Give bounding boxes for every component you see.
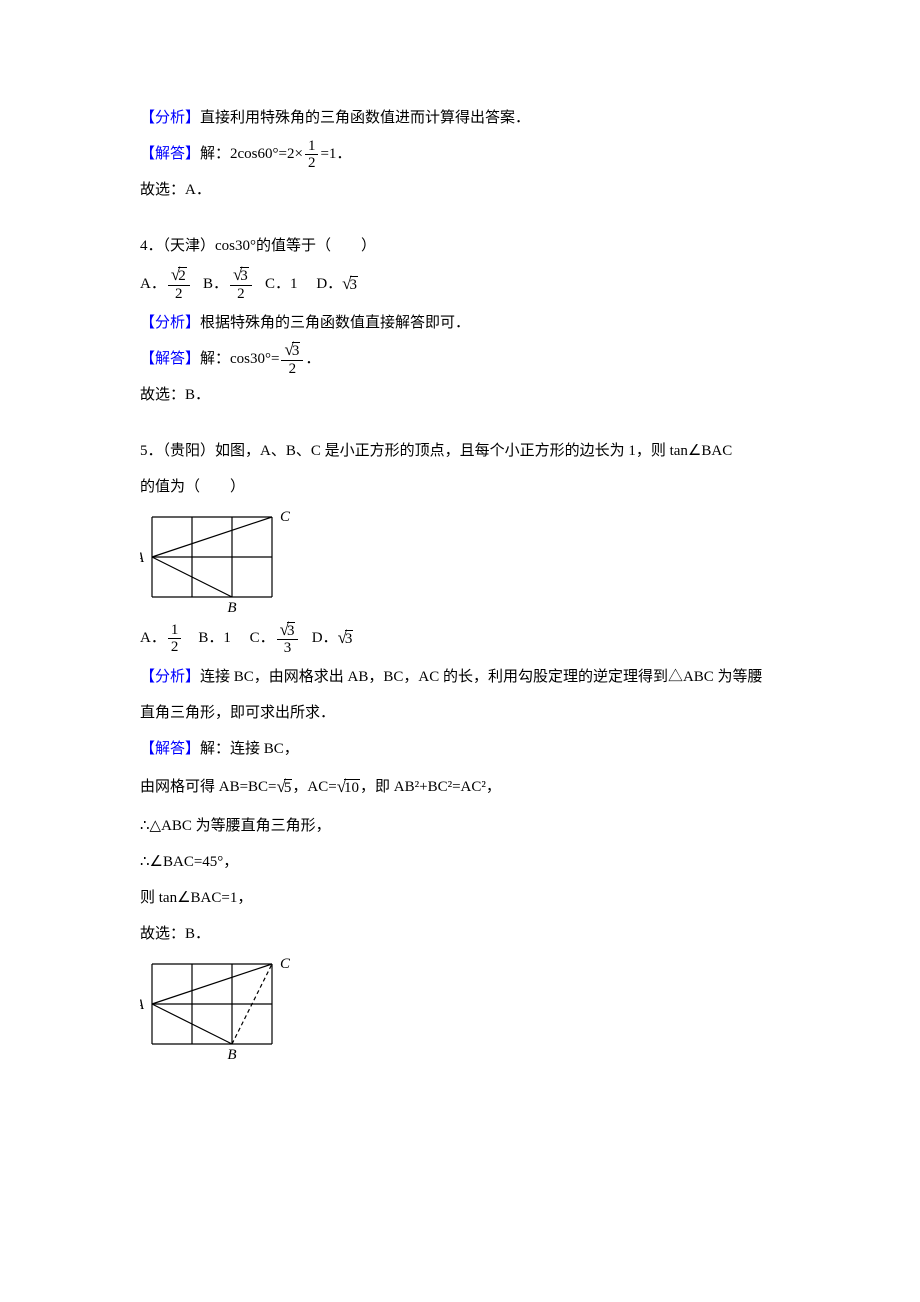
sqrt-icon: √2 (171, 266, 187, 285)
q5-answer-4: ∴∠BAC=45°， (140, 844, 780, 880)
q4-analysis: 【分析】根据特殊角的三角函数值直接解答即可． (140, 305, 780, 341)
sqrt-icon: √3 (338, 618, 354, 659)
svg-text:C: C (280, 956, 290, 972)
q5-conclusion: 故选：B． (140, 916, 780, 952)
option-a-label: A． (140, 630, 166, 646)
page: 【分析】直接利用特殊角的三角函数值进而计算得出答案． 【解答】解：2cos60°… (0, 0, 920, 1302)
answer-label: 【解答】 (140, 146, 200, 162)
fraction: √32 (281, 341, 303, 377)
sqrt-icon: √3 (280, 621, 296, 640)
svg-text:A: A (140, 550, 145, 566)
text: 解：连接 BC， (200, 741, 299, 757)
option-d-label: D． (312, 630, 338, 646)
grid-diagram: A B C (140, 509, 290, 614)
sqrt-icon: √10 (337, 767, 360, 808)
option-b-frac: √32 (230, 266, 252, 302)
q4-stem: 4．（天津）cos30°的值等于（ ） (140, 228, 780, 264)
svg-text:B: B (227, 1047, 236, 1061)
text: ，AC= (292, 779, 336, 795)
q5-figure-1: A B C (140, 509, 780, 614)
analysis-text: 根据特殊角的三角函数值直接解答即可． (200, 315, 470, 331)
q3-conclusion: 故选：A． (140, 172, 780, 208)
option-b-label: B． (203, 276, 228, 292)
q4-answer: 【解答】解：cos30°=√32． (140, 341, 780, 378)
analysis-text: 连接 BC，由网格求出 AB，BC，AC 的长，利用勾股定理的逆定理得到△ABC… (200, 669, 763, 685)
q5-answer-2: 由网格可得 AB=BC=√5，AC=√10，即 AB²+BC²=AC²， (140, 767, 780, 808)
sqrt-icon: √3 (284, 341, 300, 360)
answer-label: 【解答】 (140, 741, 200, 757)
option-c-label: C． (250, 630, 275, 646)
q3-answer: 【解答】解：2cos60°=2×12=1． (140, 136, 780, 172)
q5-answer-1: 【解答】解：连接 BC， (140, 731, 780, 767)
option-c: C．1 (265, 276, 298, 292)
sqrt-icon: √3 (233, 266, 249, 285)
text: 解：cos30°= (200, 351, 279, 367)
option-d-label: D． (316, 276, 342, 292)
q5-options: A．12 B．1 C．√33 D．√3 (140, 618, 780, 659)
q5-answer-3: ∴△ABC 为等腰直角三角形， (140, 808, 780, 844)
text: 由网格可得 AB=BC= (140, 779, 277, 795)
q5-stem-2: 的值为（ ） (140, 469, 780, 505)
q3-analysis: 【分析】直接利用特殊角的三角函数值进而计算得出答案． (140, 100, 780, 136)
text: ，即 AB²+BC²=AC²， (360, 779, 501, 795)
q4-conclusion: 故选：B． (140, 377, 780, 413)
q5-answer-5: 则 tan∠BAC=1， (140, 880, 780, 916)
q5-analysis-1: 【分析】连接 BC，由网格求出 AB，BC，AC 的长，利用勾股定理的逆定理得到… (140, 659, 780, 695)
svg-text:B: B (227, 600, 236, 614)
q4-options: A．√22 B．√32 C．1 D．√3 (140, 264, 780, 305)
sqrt-icon: √3 (342, 264, 358, 305)
svg-text:C: C (280, 509, 290, 525)
q5-figure-2: A B C (140, 956, 780, 1061)
text: 解：2cos60°=2× (200, 146, 303, 162)
q5-stem-1: 5．（贵阳）如图，A、B、C 是小正方形的顶点，且每个小正方形的边长为 1，则 … (140, 433, 780, 469)
grid-diagram-with-bc: A B C (140, 956, 290, 1061)
answer-label: 【解答】 (140, 351, 200, 367)
fraction: 12 (305, 138, 319, 172)
option-a-frac: √22 (168, 266, 190, 302)
option-c-frac: √33 (277, 621, 299, 657)
analysis-text: 直接利用特殊角的三角函数值进而计算得出答案． (200, 110, 530, 126)
analysis-label: 【分析】 (140, 315, 200, 331)
option-b: B．1 (198, 630, 231, 646)
option-a-label: A． (140, 276, 166, 292)
analysis-label: 【分析】 (140, 669, 200, 685)
text: ． (305, 351, 320, 367)
sqrt-icon: √5 (277, 767, 293, 808)
analysis-label: 【分析】 (140, 110, 200, 126)
svg-text:A: A (140, 997, 145, 1013)
option-a-frac: 12 (168, 622, 182, 656)
text: =1． (320, 146, 351, 162)
q5-analysis-2: 直角三角形，即可求出所求． (140, 695, 780, 731)
